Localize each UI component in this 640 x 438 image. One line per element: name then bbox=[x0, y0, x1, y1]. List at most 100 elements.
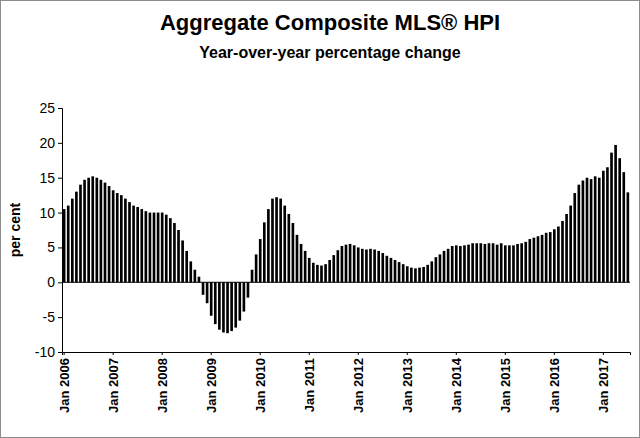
bar bbox=[243, 282, 246, 311]
bar bbox=[500, 243, 503, 282]
x-tick-label: Jan 2006 bbox=[57, 358, 72, 413]
bar bbox=[128, 202, 131, 282]
y-tick-mark bbox=[58, 352, 62, 353]
y-axis-line bbox=[58, 109, 63, 353]
bar bbox=[136, 207, 139, 282]
bar bbox=[87, 178, 90, 283]
bar bbox=[169, 218, 172, 282]
bar bbox=[95, 178, 98, 283]
x-tick-label: Jan 2014 bbox=[449, 357, 464, 413]
bar bbox=[267, 209, 270, 282]
bar bbox=[206, 282, 209, 303]
bar bbox=[357, 247, 360, 282]
bar bbox=[271, 199, 274, 283]
y-tick-label: 0 bbox=[47, 274, 55, 290]
bar bbox=[91, 176, 94, 282]
x-tick: Jan 2014 bbox=[449, 352, 464, 413]
x-tick-mark bbox=[505, 352, 506, 355]
bar bbox=[614, 145, 617, 282]
x-tick: Jan 2007 bbox=[106, 352, 121, 413]
bar bbox=[578, 185, 581, 283]
y-tick-mark bbox=[58, 178, 62, 179]
y-tick: 5 bbox=[47, 239, 62, 255]
bar bbox=[439, 254, 442, 282]
bar bbox=[312, 263, 315, 283]
y-tick-mark bbox=[58, 108, 62, 109]
x-tick-label: Jan 2009 bbox=[204, 358, 219, 413]
bar bbox=[120, 195, 123, 282]
bar bbox=[516, 244, 519, 282]
subtitle: Year-over-year percentage change bbox=[199, 44, 461, 61]
y-tick: 0 bbox=[47, 274, 62, 290]
bar bbox=[528, 239, 531, 282]
bar bbox=[443, 251, 446, 282]
x-tick-label: Jan 2008 bbox=[155, 358, 170, 413]
x-tick: Jan 2016 bbox=[547, 352, 562, 413]
bar bbox=[157, 213, 160, 283]
bar bbox=[316, 265, 319, 282]
bar bbox=[369, 249, 372, 282]
bar bbox=[108, 186, 111, 282]
bar bbox=[606, 167, 609, 282]
bar bbox=[296, 235, 299, 282]
bar bbox=[537, 236, 540, 282]
bar bbox=[324, 264, 327, 282]
x-tick-label: Jan 2016 bbox=[547, 358, 562, 413]
bar bbox=[292, 223, 295, 282]
bar bbox=[202, 282, 205, 295]
bar bbox=[328, 260, 331, 282]
x-tick-mark bbox=[358, 352, 359, 355]
bar bbox=[165, 215, 168, 283]
bar bbox=[627, 192, 630, 282]
frame bbox=[1, 1, 640, 438]
bar bbox=[345, 245, 348, 283]
bar bbox=[238, 282, 241, 320]
y-tick-label: 25 bbox=[39, 100, 55, 116]
bar bbox=[181, 240, 184, 282]
bar bbox=[234, 282, 237, 327]
bar bbox=[230, 282, 233, 331]
bar bbox=[320, 266, 323, 283]
bar bbox=[426, 265, 429, 282]
bar bbox=[394, 260, 397, 282]
bar bbox=[349, 244, 352, 282]
y-tick: -10 bbox=[35, 344, 62, 360]
y-tick-mark bbox=[58, 282, 62, 283]
y-tick: 25 bbox=[39, 100, 62, 116]
x-tick-label: Jan 2017 bbox=[596, 358, 611, 413]
bar bbox=[455, 245, 458, 282]
bar bbox=[251, 270, 254, 283]
bar bbox=[263, 222, 266, 282]
bar bbox=[132, 206, 135, 283]
bar bbox=[287, 214, 290, 282]
y-axis: -10-50510152025 bbox=[35, 100, 63, 360]
y-axis-title: per cent bbox=[7, 202, 23, 257]
bar bbox=[116, 193, 119, 282]
bar bbox=[173, 223, 176, 282]
y-tick-label: 5 bbox=[47, 239, 55, 255]
bar bbox=[447, 249, 450, 282]
y-tick: -5 bbox=[43, 309, 62, 325]
bar bbox=[512, 245, 515, 282]
x-tick-label: Jan 2007 bbox=[106, 358, 121, 413]
bar bbox=[300, 244, 303, 282]
bar bbox=[83, 180, 86, 282]
y-tick: 15 bbox=[39, 170, 62, 186]
y-tick-label: 20 bbox=[39, 135, 55, 151]
bar bbox=[492, 243, 495, 282]
x-axis-line bbox=[63, 353, 631, 356]
bar bbox=[275, 197, 278, 282]
bar bbox=[484, 244, 487, 282]
x-tick: Jan 2015 bbox=[498, 352, 513, 413]
bar bbox=[582, 181, 585, 283]
bar bbox=[504, 245, 507, 282]
bar bbox=[63, 209, 66, 282]
x-tick-label: Jan 2012 bbox=[351, 358, 366, 413]
bar bbox=[520, 243, 523, 282]
bar bbox=[283, 206, 286, 283]
bar bbox=[398, 262, 401, 282]
bar bbox=[381, 253, 384, 282]
x-tick-mark bbox=[309, 352, 310, 355]
x-tick-mark bbox=[603, 352, 604, 355]
x-tick-label: Jan 2015 bbox=[498, 358, 513, 413]
